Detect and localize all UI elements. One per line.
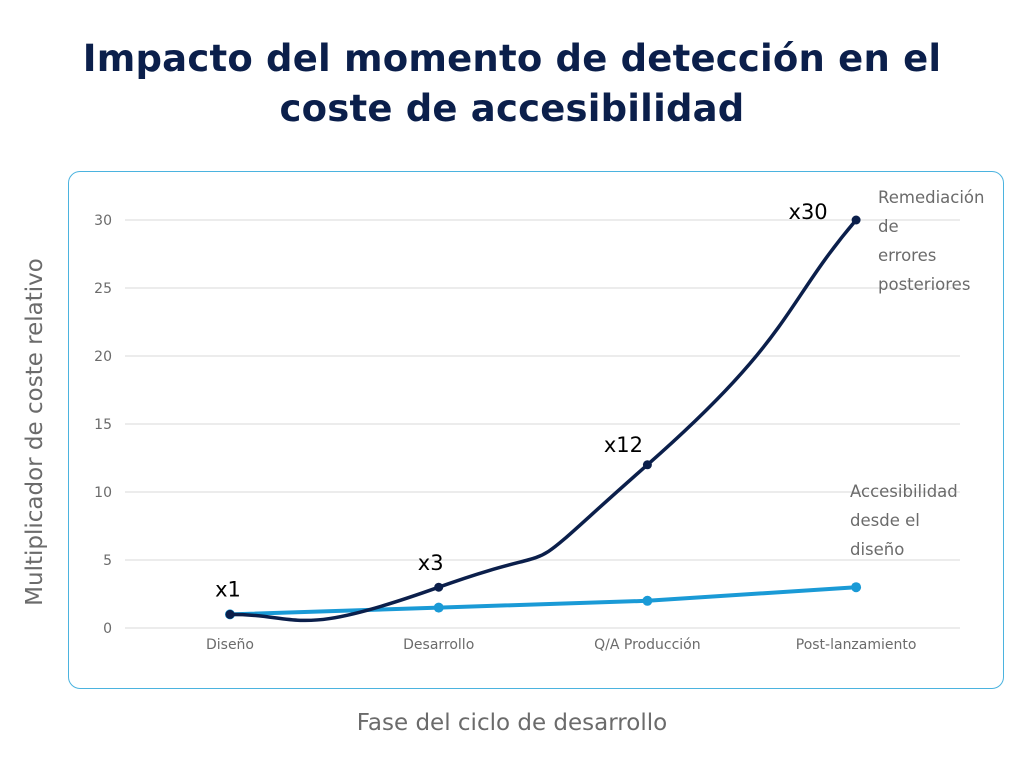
data-point [433, 602, 444, 613]
series-line [228, 218, 858, 623]
data-point [642, 460, 652, 470]
series-label-line: posteriores [878, 275, 970, 294]
data-label: x1 [215, 577, 241, 601]
x-tick-label: Desarrollo [403, 637, 474, 653]
y-tick-label: 30 [94, 213, 112, 229]
series-label-line: Accesibilidad [850, 482, 958, 501]
data-point [851, 215, 861, 225]
y-axis-label: Multiplicador de coste relativo [22, 258, 48, 606]
title-line-2: coste de accesibilidad [279, 87, 745, 130]
x-tick-label: Diseño [206, 637, 254, 653]
series-label-line: errores [878, 246, 936, 265]
series-label-line: de [878, 217, 899, 236]
y-tick-label: 20 [94, 349, 112, 365]
data-label: x12 [604, 433, 643, 457]
y-tick-label: 5 [103, 553, 112, 569]
y-tick-label: 25 [94, 281, 112, 297]
chart-frame [68, 171, 1004, 689]
y-tick-label: 15 [94, 417, 112, 433]
title-line-1: Impacto del momento de detección en el [82, 37, 942, 80]
data-point [851, 582, 862, 593]
x-axis-label: Fase del ciclo de desarrollo [357, 710, 667, 736]
x-tick-label: Post-lanzamiento [796, 637, 917, 653]
data-label: x30 [789, 200, 828, 224]
data-point [225, 609, 235, 619]
y-tick-label: 0 [103, 621, 112, 637]
data-label: x3 [418, 551, 444, 575]
data-point [642, 595, 653, 606]
chart-title: Impacto del momento de detección en el c… [0, 34, 1024, 134]
x-tick-label: Q/A Producción [594, 637, 700, 653]
series-label-line: Remediación [878, 188, 984, 207]
y-tick-label: 10 [94, 485, 112, 501]
series-label-line: diseño [850, 540, 904, 559]
data-point [434, 582, 444, 592]
series-line [228, 585, 859, 617]
series-label-line: desde el [850, 511, 920, 530]
